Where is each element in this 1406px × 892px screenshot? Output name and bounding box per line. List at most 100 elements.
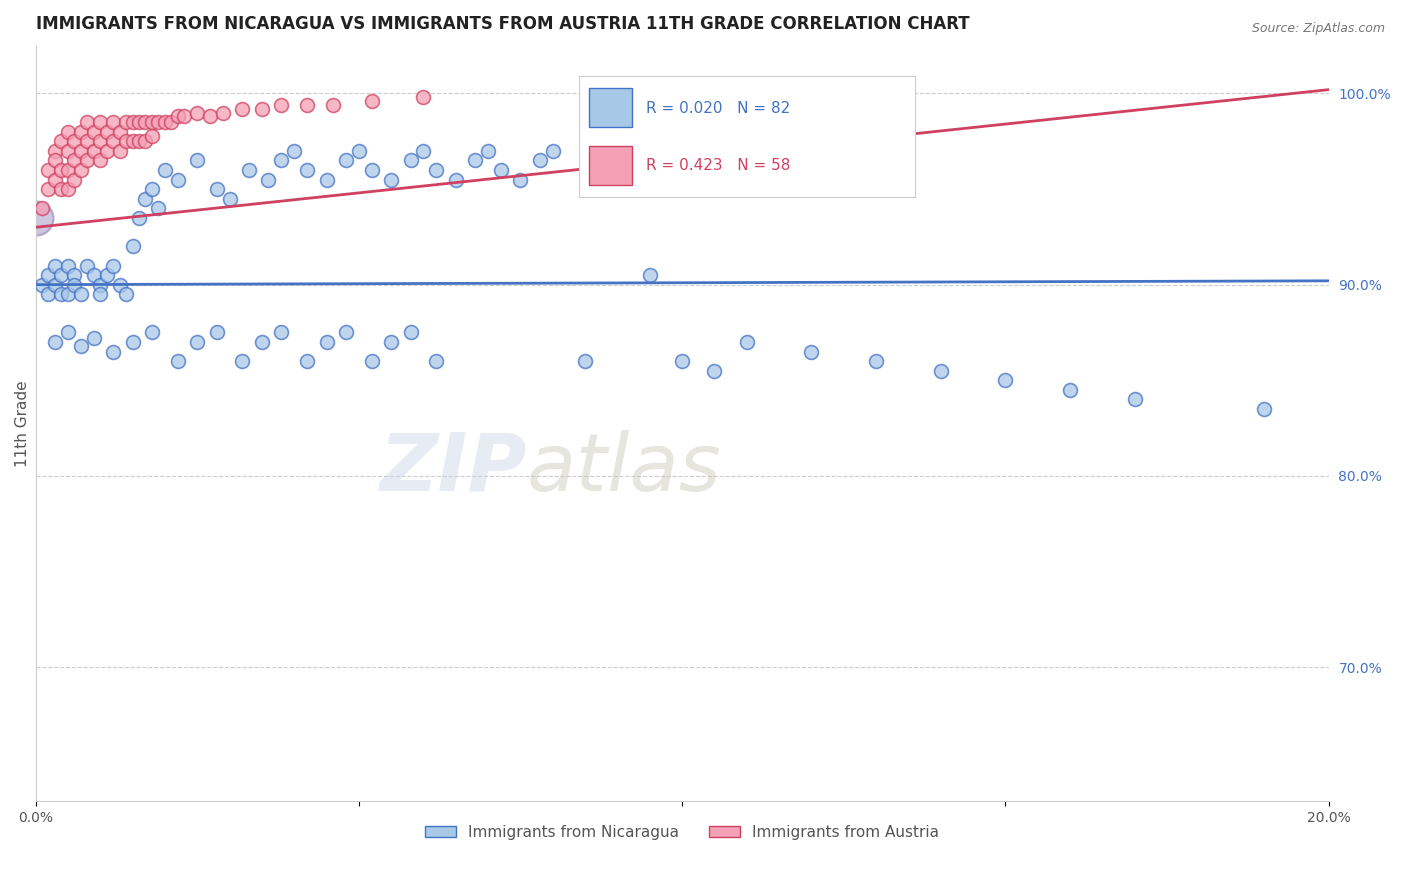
Point — [31, 277, 53, 292]
Point — [89, 287, 111, 301]
Point — [574, 354, 596, 368]
Point — [412, 90, 434, 104]
Point — [89, 115, 111, 129]
Point — [489, 163, 512, 178]
Point — [141, 128, 163, 143]
Point — [735, 334, 758, 349]
Point — [76, 115, 98, 129]
Point — [121, 134, 143, 148]
Text: atlas: atlas — [527, 430, 721, 508]
Point — [56, 163, 79, 178]
Point — [56, 326, 79, 340]
Point — [270, 326, 292, 340]
Point — [76, 134, 98, 148]
Point — [69, 125, 91, 139]
Point — [101, 259, 124, 273]
Point — [380, 334, 402, 349]
Point — [166, 354, 188, 368]
Point — [115, 115, 138, 129]
Point — [128, 134, 150, 148]
Point — [83, 331, 105, 345]
Point — [283, 144, 305, 158]
Point — [51, 134, 73, 148]
Point — [153, 163, 176, 178]
Point — [231, 354, 253, 368]
Point — [425, 354, 447, 368]
Point — [37, 287, 59, 301]
Point — [24, 211, 46, 225]
Point — [51, 163, 73, 178]
Point — [238, 163, 260, 178]
Point — [69, 163, 91, 178]
Point — [83, 268, 105, 282]
Point — [270, 153, 292, 168]
Point — [141, 115, 163, 129]
Point — [56, 125, 79, 139]
Point — [250, 102, 273, 116]
Point — [257, 172, 280, 186]
Point — [295, 354, 318, 368]
Point — [51, 287, 73, 301]
Point — [205, 182, 228, 196]
Point — [141, 182, 163, 196]
Point — [44, 334, 66, 349]
Point — [1059, 383, 1081, 397]
Point — [295, 98, 318, 112]
Point — [44, 144, 66, 158]
Point — [412, 144, 434, 158]
Point — [380, 172, 402, 186]
Point — [44, 259, 66, 273]
Point — [69, 339, 91, 353]
Point — [37, 182, 59, 196]
Point — [205, 326, 228, 340]
Point — [315, 172, 337, 186]
Point — [44, 277, 66, 292]
Point — [186, 153, 208, 168]
Text: IMMIGRANTS FROM NICARAGUA VS IMMIGRANTS FROM AUSTRIA 11TH GRADE CORRELATION CHAR: IMMIGRANTS FROM NICARAGUA VS IMMIGRANTS … — [35, 15, 969, 33]
Point — [69, 144, 91, 158]
Point — [121, 115, 143, 129]
Legend: Immigrants from Nicaragua, Immigrants from Austria: Immigrants from Nicaragua, Immigrants fr… — [419, 819, 945, 847]
Point — [360, 94, 382, 108]
Point — [134, 115, 156, 129]
Point — [186, 334, 208, 349]
Point — [31, 201, 53, 215]
Point — [63, 153, 86, 168]
Point — [56, 144, 79, 158]
Point — [865, 354, 887, 368]
Text: Source: ZipAtlas.com: Source: ZipAtlas.com — [1251, 22, 1385, 36]
Point — [166, 172, 188, 186]
Point — [638, 268, 661, 282]
Point — [121, 239, 143, 253]
Point — [37, 163, 59, 178]
Point — [101, 115, 124, 129]
Point — [399, 153, 422, 168]
Point — [128, 211, 150, 225]
Point — [166, 110, 188, 124]
Point — [83, 125, 105, 139]
Point — [212, 105, 235, 120]
Point — [134, 192, 156, 206]
Point — [108, 125, 131, 139]
Point — [108, 277, 131, 292]
Point — [56, 182, 79, 196]
Point — [148, 201, 170, 215]
Point — [76, 153, 98, 168]
Point — [270, 98, 292, 112]
Point — [128, 115, 150, 129]
Point — [218, 192, 240, 206]
Point — [101, 134, 124, 148]
Point — [89, 277, 111, 292]
Point — [44, 172, 66, 186]
Point — [509, 172, 531, 186]
Point — [96, 125, 118, 139]
Point — [63, 277, 86, 292]
Point — [322, 98, 344, 112]
Point — [703, 364, 725, 378]
Point — [173, 110, 195, 124]
Point — [115, 134, 138, 148]
Text: ZIP: ZIP — [380, 430, 527, 508]
Point — [51, 268, 73, 282]
Point — [929, 364, 952, 378]
Point — [477, 144, 499, 158]
